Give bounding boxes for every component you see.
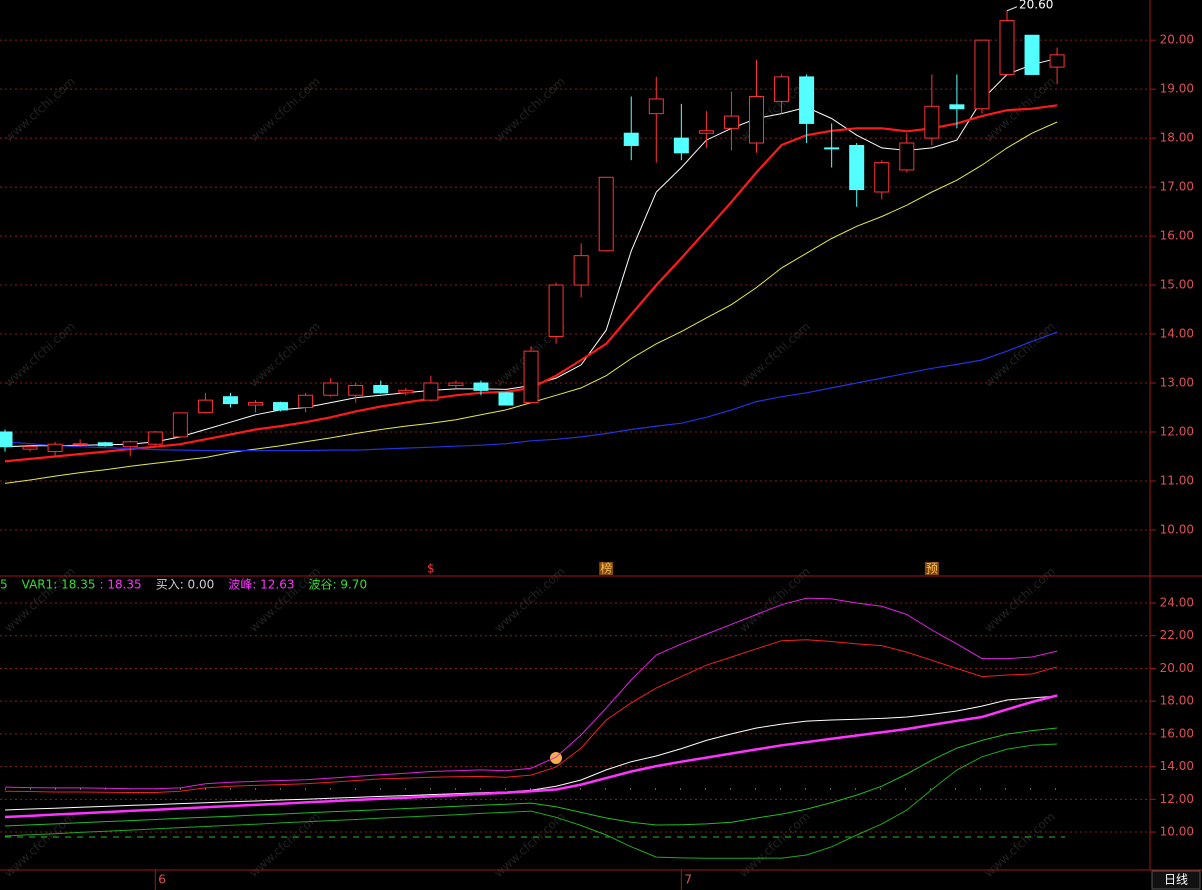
y-tick-label: 19.00	[1160, 82, 1194, 96]
y-tick-label: 16.00	[1160, 229, 1194, 243]
candle-body	[423, 382, 439, 401]
period-label: 日线	[1164, 873, 1188, 887]
candle-body	[72, 443, 88, 446]
y-tick-label: 14.00	[1160, 327, 1194, 341]
indicator-line	[4, 597, 1058, 790]
candle-body	[0, 431, 13, 448]
x-tick-label: 6	[158, 873, 166, 887]
candle-body	[874, 162, 890, 193]
candle-body	[648, 98, 664, 115]
y-tick-label: 22.00	[1160, 628, 1194, 642]
legend-item: 波谷: 9.70	[309, 578, 368, 592]
candle-body	[673, 137, 689, 154]
x-tick-label: 7	[684, 873, 692, 887]
candle-body	[97, 442, 113, 447]
y-tick-label: 16.00	[1160, 726, 1194, 740]
indicator-line	[4, 694, 1058, 819]
candle-body	[623, 132, 639, 146]
y-tick-label: 12.00	[1160, 424, 1194, 438]
candle-body	[949, 104, 965, 110]
candle-body	[849, 144, 865, 191]
signal-label: 预	[926, 562, 938, 576]
y-tick-label: 20.00	[1160, 661, 1194, 675]
legend-item: : 18.35	[99, 578, 141, 592]
indicator-line	[4, 743, 1058, 859]
candle-body	[924, 105, 940, 139]
candle-body	[398, 389, 414, 394]
candle-body	[749, 95, 764, 144]
candle-body	[248, 402, 263, 406]
legend-item: VAR1: 18.35	[22, 578, 96, 592]
signal-label: $	[427, 562, 435, 576]
signal-label: 榜	[600, 561, 612, 576]
candle-body	[523, 350, 539, 404]
candle-body	[298, 394, 314, 408]
candle-body	[147, 431, 163, 445]
signal-box	[599, 562, 614, 575]
candle-body	[47, 443, 63, 453]
candle-body	[22, 446, 38, 450]
candle-body	[974, 39, 990, 110]
y-tick-label: 24.00	[1160, 596, 1194, 610]
candle-body	[323, 382, 339, 396]
candle-body	[899, 142, 915, 171]
y-tick-label: 20.00	[1160, 33, 1194, 47]
candle-body	[473, 382, 489, 391]
y-tick-label: 17.00	[1160, 180, 1194, 194]
y-tick-label: 13.00	[1160, 376, 1194, 390]
candle-body	[999, 20, 1015, 75]
candle-body	[723, 115, 739, 129]
y-tick-label: 18.00	[1160, 694, 1194, 708]
candle-body	[548, 284, 564, 337]
period-tab	[1151, 870, 1201, 890]
candle-body	[598, 176, 614, 252]
candle-body	[799, 76, 815, 124]
legend-item: 5	[0, 578, 8, 592]
candle-body	[222, 396, 238, 405]
candle-body	[1049, 54, 1065, 68]
y-tick-label: 14.00	[1160, 759, 1194, 773]
high-arrow	[1006, 6, 1018, 12]
legend-item: 波峰: 12.63	[228, 578, 294, 592]
indicator-line	[4, 639, 1058, 793]
candle-body	[498, 392, 514, 406]
legend-item: 买入: 0.00	[156, 578, 215, 592]
y-tick-label: 18.00	[1160, 131, 1194, 145]
candle-body	[824, 147, 840, 150]
y-tick-label: 10.00	[1160, 825, 1194, 839]
y-tick-label: 11.00	[1160, 473, 1194, 487]
candle-body	[197, 399, 213, 413]
candle-body	[1024, 34, 1040, 75]
candle-body	[698, 130, 714, 134]
candle-body	[122, 441, 138, 448]
candle-body	[373, 384, 389, 394]
candle-body	[448, 382, 464, 386]
candle-body	[774, 76, 790, 102]
high-label: 20.60	[1019, 0, 1053, 11]
candle-body	[348, 384, 364, 396]
y-tick-label: 15.00	[1160, 278, 1194, 292]
indicator-line	[4, 727, 1058, 827]
y-tick-label: 12.00	[1160, 792, 1194, 806]
candle-body	[273, 402, 289, 411]
signal-box	[924, 562, 939, 575]
indicator-line	[4, 331, 1058, 452]
y-tick-label: 10.00	[1160, 522, 1194, 536]
candle-body	[172, 412, 188, 438]
candle-body	[573, 255, 589, 286]
